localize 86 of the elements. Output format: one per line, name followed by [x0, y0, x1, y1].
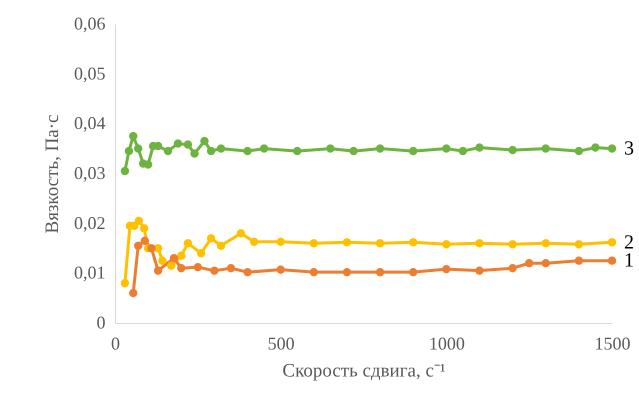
point: [206, 146, 216, 156]
x-tick-label: 1000: [428, 334, 465, 354]
point: [524, 259, 534, 268]
point: [342, 238, 352, 246]
x-tick-label: 500: [268, 334, 295, 354]
point: [177, 252, 186, 260]
point: [542, 259, 550, 268]
point: [276, 238, 285, 246]
point: [409, 268, 418, 276]
y-tick-label: 0,04: [74, 113, 106, 134]
point: [475, 266, 484, 275]
point: [158, 256, 167, 265]
point: [508, 240, 517, 248]
point: [129, 132, 138, 140]
point: [196, 249, 206, 258]
y-tick-label: 0,01: [74, 262, 106, 283]
point: [608, 238, 616, 246]
point: [260, 144, 268, 153]
point: [442, 240, 451, 248]
point: [164, 146, 172, 156]
y-tick-label: 0: [96, 312, 106, 332]
point: [226, 264, 236, 272]
point: [591, 143, 600, 152]
point: [250, 238, 258, 246]
point: [508, 146, 517, 154]
point: [243, 146, 252, 156]
point: [409, 238, 418, 246]
point: [608, 256, 616, 265]
point: [342, 268, 352, 276]
point: [349, 146, 358, 156]
point: [120, 278, 130, 288]
point: [243, 268, 252, 276]
point: [134, 216, 144, 226]
point: [475, 239, 484, 248]
point: [154, 266, 162, 275]
y-tick-label: 0,05: [74, 63, 106, 84]
point: [326, 144, 335, 153]
point: [216, 242, 226, 250]
x-tick-label: 1500: [594, 334, 630, 354]
point: [190, 149, 199, 158]
point: [608, 144, 616, 153]
point: [129, 288, 138, 298]
point: [442, 265, 451, 274]
point: [310, 239, 318, 248]
point: [120, 166, 130, 176]
y-axis-title: Вязкость, Па·с: [42, 114, 63, 234]
point: [236, 229, 246, 238]
point: [210, 266, 219, 275]
point: [147, 244, 156, 252]
point: [170, 254, 178, 262]
point: [442, 144, 451, 153]
point: [177, 264, 186, 272]
point: [475, 143, 484, 152]
x-axis-title: Скорость сдвига, с⁻¹: [282, 360, 446, 382]
point: [194, 263, 202, 272]
point: [376, 239, 384, 248]
point: [542, 239, 550, 248]
point: [174, 139, 182, 148]
point: [574, 240, 584, 248]
x-tick-label: 0: [111, 334, 120, 354]
y-tick-label: 0,02: [74, 212, 106, 233]
point: [216, 144, 226, 153]
point: [200, 136, 209, 146]
point: [574, 146, 584, 156]
point: [140, 224, 148, 232]
point: [458, 146, 468, 156]
point: [310, 268, 318, 276]
point: [276, 266, 285, 274]
point: [409, 146, 418, 156]
point: [184, 140, 192, 149]
y-tick-label: 0,03: [74, 163, 106, 183]
point: [134, 144, 142, 153]
point: [134, 242, 142, 250]
point: [167, 262, 176, 270]
point: [293, 146, 302, 156]
point: [124, 146, 134, 156]
point: [376, 144, 384, 153]
point: [206, 234, 216, 242]
point: [542, 144, 550, 153]
y-tick-label: 0,06: [74, 14, 106, 34]
point: [574, 256, 584, 265]
point: [184, 239, 192, 248]
point: [376, 268, 384, 276]
point: [140, 236, 150, 245]
point: [508, 264, 517, 272]
series-label: 3: [624, 138, 634, 160]
